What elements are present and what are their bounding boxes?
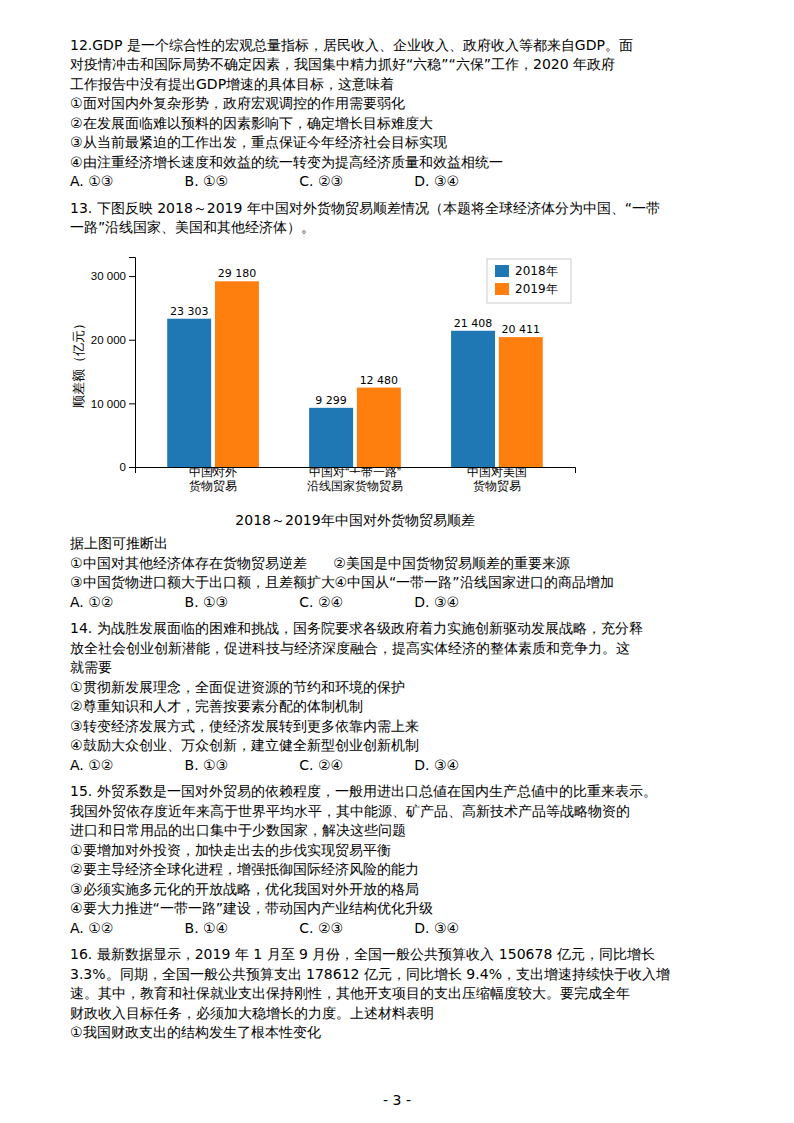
legend-item: 2018年 bbox=[495, 264, 558, 278]
body-text: ③转变经济发展方式，使经济发展转到更多依靠内需上来 bbox=[70, 718, 419, 734]
label-line: 货物贸易 bbox=[473, 479, 521, 493]
body-text: 13. 下图反映 2018～2019 年中国对外货物贸易顺差情况（本题将全球经济… bbox=[70, 200, 660, 216]
data-label: 20 411 bbox=[502, 323, 541, 336]
body-text: 财政收入目标任务，必须加大稳增长的力度。上述材料表明 bbox=[70, 1005, 434, 1021]
label-line: 中国对外 bbox=[189, 466, 237, 478]
tick-mark bbox=[129, 340, 135, 341]
x-axis: 中国对外货物贸易中国对“一带一路”沿线国家货物贸易中国对美国货物贸易 bbox=[136, 465, 576, 493]
tick-mark bbox=[129, 467, 135, 468]
body-text: ①我国财政支出的结构发生了根本性变化 bbox=[70, 1024, 321, 1040]
body-text: A. ①③ B. ①⑤ C. ②③ D. ③④ bbox=[70, 173, 459, 189]
body-text: ③中国货物进口额大于出口额，且差额扩大④中国从“一带一路”沿线国家进口的商品增加 bbox=[70, 574, 614, 590]
page-number: - 3 - bbox=[383, 1092, 411, 1108]
body-text: ①中国对其他经济体存在货物贸易逆差 ②美国是中国货物贸易顺差的重要来源 bbox=[70, 555, 570, 571]
body-text: A. ①② B. ①④ C. ②③ D. ③④ bbox=[70, 920, 459, 936]
bar bbox=[167, 319, 211, 467]
body-text: ③从当前最紧迫的工作出发，重点保证今年经济社会目标实现 bbox=[70, 134, 447, 150]
body-text: ②在发展面临难以预料的因素影响下，确定增长目标难度大 bbox=[70, 115, 433, 131]
chart: 010 00020 00030 000中国对外货物贸易中国对“一带一路”沿线国家… bbox=[71, 258, 576, 493]
legend-box bbox=[487, 259, 571, 303]
tick-label: 中国对外货物贸易 bbox=[189, 466, 237, 493]
body-text: ①贯彻新发展理念，全面促进资源的节约和环境的保护 bbox=[70, 679, 405, 695]
bar bbox=[499, 337, 543, 467]
body-text: 据上图可推断出 bbox=[70, 535, 168, 551]
body-text: 12.GDP 是一个综合性的宏观总量指标，居民收入、企业收入、政府收入等都来自G… bbox=[70, 37, 633, 53]
label-line: 沿线国家货物贸易 bbox=[307, 479, 403, 493]
body-text: 一路”沿线国家、美国和其他经济体）。 bbox=[70, 219, 315, 235]
tick: 10 000 bbox=[91, 398, 135, 410]
body-text: ①要增加对外投资，加快走出去的步伐实现贸易平衡 bbox=[70, 842, 391, 858]
tick-label: 10 000 bbox=[91, 398, 126, 410]
legend-swatch bbox=[495, 265, 509, 277]
tick: 中国对外货物贸易 bbox=[189, 466, 237, 493]
bar bbox=[215, 281, 259, 467]
body-text: 对疫情冲击和国际局势不确定因素，我国集中精力抓好“六稳”“六保”工作，2020 … bbox=[70, 56, 615, 72]
body-text: ④鼓励大众创业、万众创新，建立健全新型创业创新机制 bbox=[70, 737, 419, 753]
legend-swatch bbox=[495, 283, 509, 295]
data-label: 23 303 bbox=[170, 305, 209, 318]
bar bbox=[309, 408, 353, 467]
body-text: 15. 外贸系数是一国对外贸易的依赖程度，一般用进出口总値在国内生产总値中的比重… bbox=[70, 783, 657, 799]
tick: 中国对“一带一路”沿线国家货物贸易 bbox=[307, 466, 403, 493]
axis-line bbox=[129, 258, 136, 468]
body-text: 工作报告中没有提出GDP增速的具体目标，这意味着 bbox=[70, 76, 394, 92]
bars bbox=[167, 281, 543, 467]
body-text: ①面对国内外复杂形势，政府宏观调控的作用需要弱化 bbox=[70, 95, 405, 111]
body-text: 就需要 bbox=[70, 659, 112, 675]
tick: 中国对美国货物贸易 bbox=[467, 465, 527, 493]
body-text: 3.3%。同期，全国一般公共预算支出 178612 亿元，同比增长 9.4%，支… bbox=[70, 966, 670, 982]
data-label: 9 299 bbox=[315, 394, 347, 407]
body-text: 速。其中，教育和社保就业支出保持刚性，其他开支项目的支出压缩幅度较大。要完成全年 bbox=[70, 985, 630, 1001]
body-text: ②要主导经济全球化进程，增强抵御国际经济风险的能力 bbox=[70, 861, 419, 877]
y-axis-title: 顺差额（亿元） bbox=[71, 317, 86, 408]
legend-label: 2018年 bbox=[515, 264, 558, 278]
tick: 20 000 bbox=[91, 334, 135, 346]
legend-label: 2019年 bbox=[515, 282, 558, 296]
body-text: ④要大力推进“一带一路”建设，带动国内产业结构优化升级 bbox=[70, 900, 433, 916]
series bbox=[215, 281, 543, 467]
body-text: A. ①② B. ①③ C. ②④ D. ③④ bbox=[70, 757, 459, 773]
chart-title: 2018～2019年中国对外货物贸易顺差 bbox=[235, 512, 474, 528]
tick-label: 中国对“一带一路”沿线国家货物贸易 bbox=[307, 466, 403, 493]
label-line: 中国对“一带一路” bbox=[309, 466, 401, 478]
data-label: 29 180 bbox=[218, 267, 256, 280]
tick-label: 0 bbox=[120, 461, 126, 473]
tick: 0 bbox=[120, 461, 135, 473]
body-text: 14. 为战胜发展面临的困难和挑战，国务院要求各级政府着力实施创新驱动发展战略，… bbox=[70, 620, 643, 636]
tick-label: 中国对美国货物贸易 bbox=[467, 465, 527, 493]
body-text: ②尊重知识和人才，完善按要素分配的体制机制 bbox=[70, 698, 363, 714]
body-text: A. ①② B. ①③ C. ②④ D. ③④ bbox=[70, 594, 459, 610]
body-text: 16. 最新数据显示，2019 年 1 月至 9 月份，全国一般公共预算收入 1… bbox=[70, 946, 655, 962]
bar bbox=[451, 331, 495, 467]
label-line: 货物贸易 bbox=[189, 479, 237, 493]
y-axis: 0 10 000 20 000 30 000 bbox=[91, 258, 136, 474]
page: 12.GDP 是一个综合性的宏观总量指标，居民收入、企业收入、政府收入等都来自G… bbox=[0, 0, 794, 1123]
tick-mark bbox=[129, 276, 135, 277]
tick-mark bbox=[129, 403, 135, 404]
data-label: 21 408 bbox=[454, 317, 493, 330]
legend: 2018年 2019年 bbox=[487, 259, 571, 303]
tick-label: 20 000 bbox=[91, 334, 126, 346]
body-text: ③必须实施多元化的开放战略，优化我国对外开放的格局 bbox=[70, 881, 419, 897]
body-text: ④由注重经济增长速度和效益的统一转变为提高经济质量和效益相统一 bbox=[70, 154, 503, 170]
tick: 30 000 bbox=[91, 270, 135, 282]
bar bbox=[357, 388, 401, 467]
tick-label: 30 000 bbox=[91, 270, 126, 282]
body-text: 进口和日常用品的出口集中于少数国家，解决这些问题 bbox=[70, 822, 406, 838]
body-text: 放全社会创业创新潜能，促进科技与经济深度融合，提高实体经济的整体素质和竞争力。这 bbox=[70, 640, 630, 656]
data-labels: 23 303 9 299 21 408 29 180 12 480 20 411 bbox=[170, 267, 540, 407]
legend-item: 2019年 bbox=[495, 282, 558, 296]
data-label: 12 480 bbox=[360, 374, 399, 387]
body-text: 我国外贸依存度近年来高于世界平均水平，其中能源、矿产品、高新技术产品等战略物资的 bbox=[70, 803, 630, 819]
